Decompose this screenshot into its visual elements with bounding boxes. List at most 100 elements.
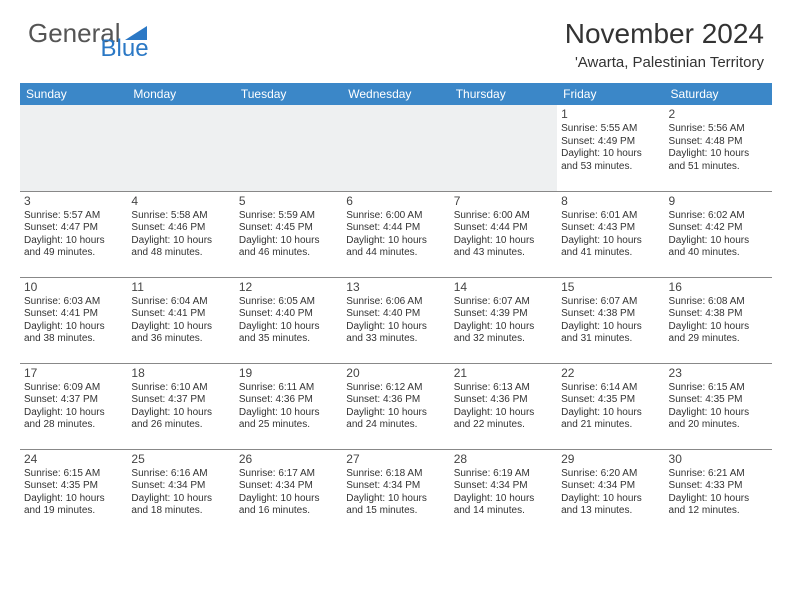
sunset-line: Sunset: 4:38 PM	[561, 308, 660, 321]
sunset-label: Sunset:	[131, 308, 165, 319]
day-number: 19	[239, 366, 338, 381]
calendar-cell: 19Sunrise: 6:11 AMSunset: 4:36 PMDayligh…	[235, 363, 342, 449]
daylight-line: Daylight: 10 hours and 38 minutes.	[24, 321, 123, 346]
calendar-cell: 6Sunrise: 6:00 AMSunset: 4:44 PMDaylight…	[342, 191, 449, 277]
sunrise-line: Sunrise: 6:12 AM	[346, 382, 445, 395]
sunrise-label: Sunrise:	[24, 210, 61, 221]
daylight-label: Daylight:	[454, 321, 493, 332]
sunrise-label: Sunrise:	[24, 468, 61, 479]
daylight-label: Daylight:	[669, 148, 708, 159]
sunrise-label: Sunrise:	[454, 468, 491, 479]
calendar-cell: 22Sunrise: 6:14 AMSunset: 4:35 PMDayligh…	[557, 363, 664, 449]
calendar-cell: 13Sunrise: 6:06 AMSunset: 4:40 PMDayligh…	[342, 277, 449, 363]
sunrise-label: Sunrise:	[454, 210, 491, 221]
sunset-label: Sunset:	[346, 480, 380, 491]
sunset-value: 4:35 PM	[61, 480, 98, 491]
daylight-label: Daylight:	[24, 407, 63, 418]
sunrise-value: 6:07 AM	[493, 296, 530, 307]
daylight-label: Daylight:	[346, 493, 385, 504]
sunrise-label: Sunrise:	[561, 382, 598, 393]
day-number: 20	[346, 366, 445, 381]
sunset-value: 4:43 PM	[598, 222, 635, 233]
sunset-line: Sunset: 4:34 PM	[454, 480, 553, 493]
sunset-value: 4:38 PM	[705, 308, 742, 319]
day-number: 16	[669, 280, 768, 295]
day-number: 1	[561, 107, 660, 122]
calendar-cell: 7Sunrise: 6:00 AMSunset: 4:44 PMDaylight…	[450, 191, 557, 277]
sunrise-label: Sunrise:	[131, 210, 168, 221]
sunset-value: 4:41 PM	[61, 308, 98, 319]
title-block: November 2024 'Awarta, Palestinian Terri…	[565, 18, 764, 71]
daylight-line: Daylight: 10 hours and 16 minutes.	[239, 493, 338, 518]
sunset-value: 4:41 PM	[168, 308, 205, 319]
sunrise-value: 6:21 AM	[708, 468, 745, 479]
daylight-label: Daylight:	[669, 235, 708, 246]
daylight-label: Daylight:	[346, 235, 385, 246]
sunrise-value: 6:11 AM	[278, 382, 314, 393]
sunset-label: Sunset:	[131, 480, 165, 491]
sunrise-line: Sunrise: 6:06 AM	[346, 296, 445, 309]
sunset-value: 4:33 PM	[705, 480, 742, 491]
daylight-label: Daylight:	[454, 407, 493, 418]
day-number: 10	[24, 280, 123, 295]
sunrise-value: 6:04 AM	[171, 296, 208, 307]
day-number: 6	[346, 194, 445, 209]
sunset-line: Sunset: 4:42 PM	[669, 222, 768, 235]
day-header: Saturday	[665, 83, 772, 105]
header: General Blue November 2024 'Awarta, Pale…	[0, 0, 792, 75]
daylight-line: Daylight: 10 hours and 13 minutes.	[561, 493, 660, 518]
sunset-label: Sunset:	[24, 394, 58, 405]
sunrise-label: Sunrise:	[131, 468, 168, 479]
sunset-value: 4:37 PM	[168, 394, 205, 405]
calendar-week: 1Sunrise: 5:55 AMSunset: 4:49 PMDaylight…	[20, 105, 772, 191]
daylight-line: Daylight: 10 hours and 14 minutes.	[454, 493, 553, 518]
sunset-line: Sunset: 4:37 PM	[24, 394, 123, 407]
daylight-label: Daylight:	[454, 235, 493, 246]
sunrise-value: 6:07 AM	[601, 296, 638, 307]
sunrise-value: 5:59 AM	[278, 210, 315, 221]
sunrise-value: 6:09 AM	[63, 382, 100, 393]
sunrise-value: 6:12 AM	[386, 382, 423, 393]
daylight-line: Daylight: 10 hours and 28 minutes.	[24, 407, 123, 432]
day-number: 7	[454, 194, 553, 209]
calendar-cell: 4Sunrise: 5:58 AMSunset: 4:46 PMDaylight…	[127, 191, 234, 277]
calendar-week: 17Sunrise: 6:09 AMSunset: 4:37 PMDayligh…	[20, 363, 772, 449]
sunset-line: Sunset: 4:36 PM	[346, 394, 445, 407]
sunrise-line: Sunrise: 6:01 AM	[561, 210, 660, 223]
sunrise-value: 6:10 AM	[171, 382, 208, 393]
day-number: 14	[454, 280, 553, 295]
sunrise-line: Sunrise: 6:00 AM	[346, 210, 445, 223]
sunset-value: 4:44 PM	[383, 222, 420, 233]
daylight-label: Daylight:	[131, 407, 170, 418]
sunrise-line: Sunrise: 6:14 AM	[561, 382, 660, 395]
sunset-label: Sunset:	[561, 308, 595, 319]
sunset-line: Sunset: 4:43 PM	[561, 222, 660, 235]
sunrise-line: Sunrise: 6:16 AM	[131, 468, 230, 481]
sunrise-label: Sunrise:	[346, 210, 383, 221]
sunset-value: 4:40 PM	[383, 308, 420, 319]
sunset-line: Sunset: 4:38 PM	[669, 308, 768, 321]
sunset-label: Sunset:	[131, 222, 165, 233]
sunrise-value: 6:15 AM	[708, 382, 745, 393]
day-number: 9	[669, 194, 768, 209]
calendar-cell: 30Sunrise: 6:21 AMSunset: 4:33 PMDayligh…	[665, 449, 772, 535]
sunset-line: Sunset: 4:41 PM	[131, 308, 230, 321]
sunset-label: Sunset:	[561, 136, 595, 147]
daylight-label: Daylight:	[24, 235, 63, 246]
daylight-line: Daylight: 10 hours and 46 minutes.	[239, 235, 338, 260]
sunset-value: 4:37 PM	[61, 394, 98, 405]
day-number: 30	[669, 452, 768, 467]
sunset-label: Sunset:	[561, 222, 595, 233]
daylight-label: Daylight:	[239, 235, 278, 246]
daylight-line: Daylight: 10 hours and 49 minutes.	[24, 235, 123, 260]
calendar-week: 10Sunrise: 6:03 AMSunset: 4:41 PMDayligh…	[20, 277, 772, 363]
day-number: 13	[346, 280, 445, 295]
sunrise-line: Sunrise: 6:05 AM	[239, 296, 338, 309]
calendar-cell: 12Sunrise: 6:05 AMSunset: 4:40 PMDayligh…	[235, 277, 342, 363]
calendar-cell: 9Sunrise: 6:02 AMSunset: 4:42 PMDaylight…	[665, 191, 772, 277]
sunset-line: Sunset: 4:36 PM	[239, 394, 338, 407]
daylight-label: Daylight:	[346, 407, 385, 418]
calendar-cell: 3Sunrise: 5:57 AMSunset: 4:47 PMDaylight…	[20, 191, 127, 277]
sunrise-line: Sunrise: 6:07 AM	[561, 296, 660, 309]
sunrise-label: Sunrise:	[346, 382, 383, 393]
